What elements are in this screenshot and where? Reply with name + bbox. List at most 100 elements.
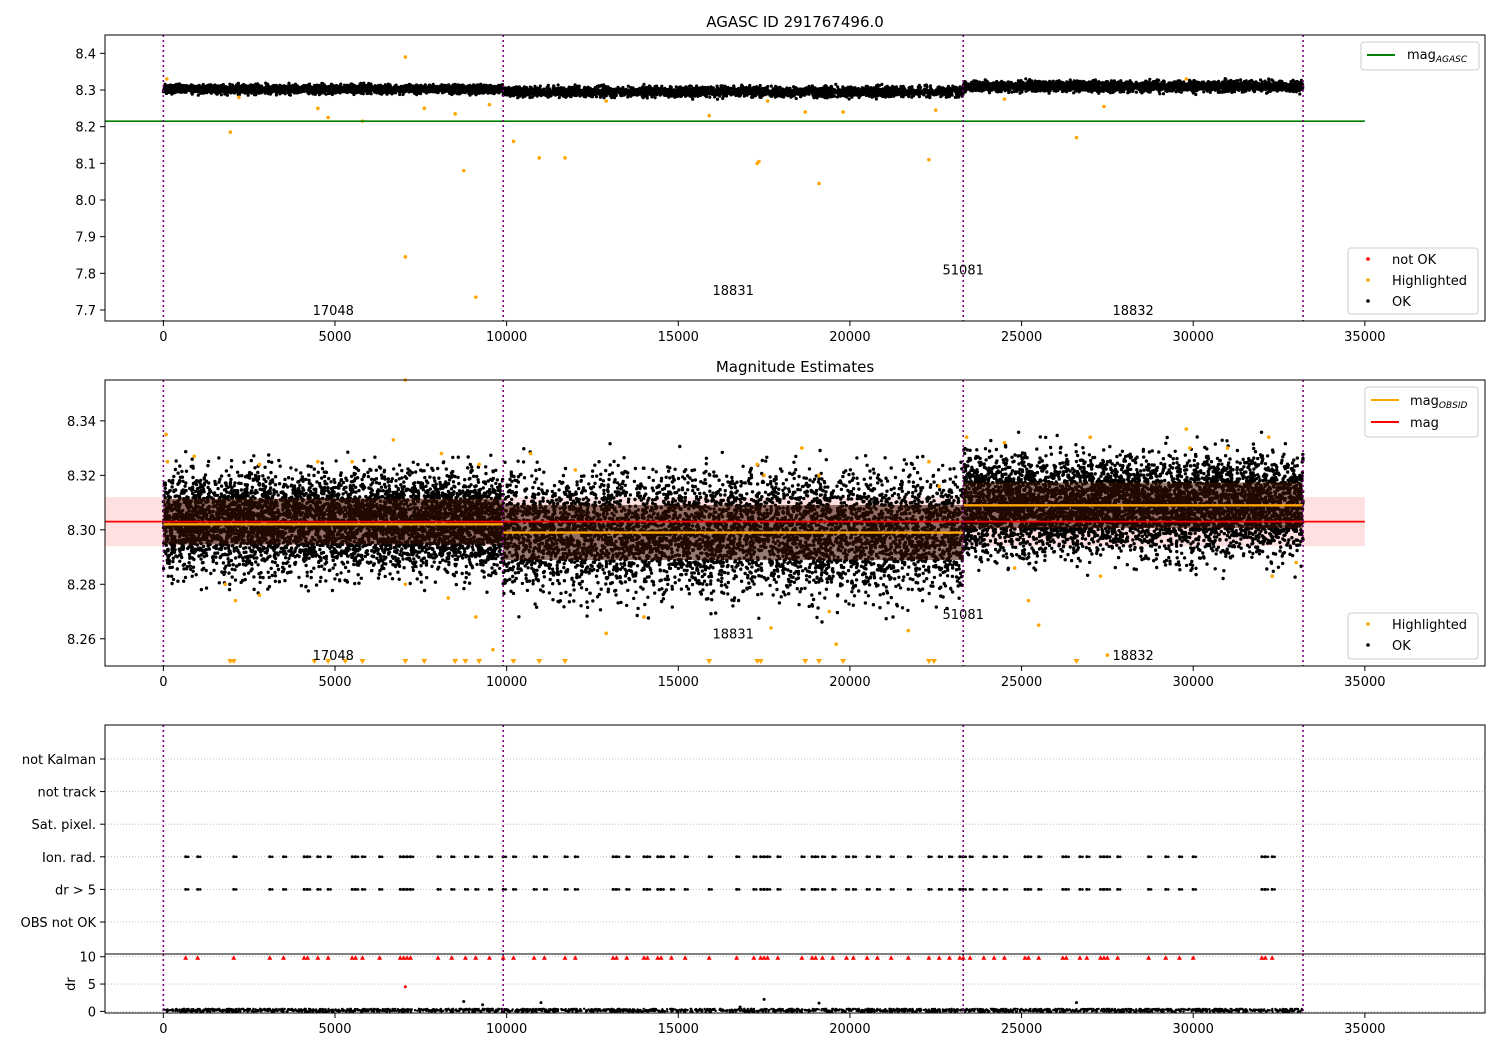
flag-point [398, 887, 402, 891]
flag-point [930, 855, 933, 859]
below-range-marker [757, 659, 764, 664]
flag-category-label: Sat. pixel. [32, 818, 96, 833]
flag-point [474, 855, 478, 859]
x-tick-label: 20000 [829, 675, 870, 690]
flag-point [532, 855, 536, 859]
dr-not-ok-marker [183, 955, 189, 960]
flag-point [1177, 887, 1181, 891]
dr-not-ok-marker [541, 955, 547, 960]
flag-point [768, 888, 772, 891]
flag-point [196, 855, 200, 859]
highlighted-point [316, 106, 320, 111]
flag-point [617, 855, 621, 859]
ok-points [501, 442, 965, 624]
flag-point [504, 888, 508, 891]
dr-not-ok-marker [991, 955, 997, 960]
flag-point [662, 855, 665, 859]
below-range-marker [462, 659, 469, 664]
y-tick-label: 8.2 [75, 121, 96, 136]
flag-point [282, 855, 286, 859]
flag-point [982, 887, 986, 891]
flag-point [823, 855, 827, 859]
obsid-label: 17048 [313, 649, 354, 664]
flag-point [319, 855, 322, 859]
flag-point [1005, 888, 1009, 891]
flag-point [779, 855, 782, 859]
flag-point [514, 855, 518, 859]
flag-point [645, 855, 649, 859]
flag-point [964, 888, 968, 891]
flag-point [762, 887, 766, 891]
flag-point [1064, 855, 1068, 859]
flag-point [363, 888, 367, 891]
flag-point [645, 887, 649, 891]
obsid-label: 18832 [1112, 304, 1153, 319]
flag-point [810, 887, 814, 891]
below-range-marker [816, 659, 823, 664]
flag-point [452, 855, 456, 859]
flag-point [906, 887, 910, 891]
highlighted-point [1225, 446, 1230, 450]
highlighted-point [1074, 135, 1079, 140]
flag-point [909, 855, 913, 859]
flag-point [833, 888, 837, 891]
flag-point [232, 855, 236, 859]
below-range-marker [536, 659, 543, 664]
flag-point [1108, 888, 1112, 891]
flag-point [1002, 855, 1006, 859]
dr-not-ok-marker [843, 955, 849, 960]
highlighted-point [757, 159, 761, 164]
flag-point [892, 888, 895, 891]
flag-point [847, 855, 851, 859]
flag-point [1270, 855, 1274, 859]
flag-point [1039, 855, 1043, 859]
flag-point [995, 888, 998, 891]
flag-category-label: OBS not OK [21, 916, 97, 931]
dr-not-ok-marker [359, 955, 365, 960]
flag-point [198, 888, 202, 891]
below-range-marker [325, 659, 332, 664]
flag-point [710, 855, 713, 859]
flag-point [1266, 888, 1270, 891]
flag-point [686, 855, 689, 859]
flag-point [803, 888, 806, 891]
flag-point [820, 855, 824, 859]
flag-point [737, 855, 741, 859]
flag-point [1029, 888, 1033, 891]
flag-point [937, 855, 941, 859]
flag-point [282, 887, 286, 891]
flag-point [985, 888, 988, 891]
highlighted-point [817, 181, 821, 186]
flag-point [611, 855, 615, 859]
highlighted-point [165, 459, 170, 464]
dr-not-ok-point [403, 985, 407, 989]
flag-point [1037, 887, 1041, 891]
highlighted-point [1012, 566, 1017, 570]
flag-point [302, 887, 306, 891]
x-tick-label: 35000 [1344, 1022, 1385, 1037]
dr-not-ok-marker [301, 955, 307, 960]
flag-point [1064, 887, 1068, 891]
flag-point [1067, 888, 1070, 891]
flag-point [319, 888, 322, 891]
dr-not-ok-marker [1262, 955, 1268, 960]
dr-not-ok-marker [1101, 955, 1107, 960]
flag-point [611, 887, 615, 891]
highlighted-point [446, 596, 451, 600]
highlighted-point [453, 112, 457, 116]
flag-point [927, 887, 931, 891]
x-tick-label: 15000 [658, 1022, 699, 1037]
top-plot-frame [104, 34, 1486, 322]
highlighted-point [439, 451, 444, 456]
flag-point [776, 855, 780, 859]
flag-point [947, 855, 951, 859]
dr-ok-point [738, 1005, 742, 1009]
y-tick-label: 8.26 [67, 633, 96, 648]
dr-not-ok-marker [1269, 955, 1275, 960]
flag-point [865, 887, 869, 891]
dr-ok-point [1074, 1001, 1078, 1005]
flag-point [950, 855, 954, 859]
highlighted-point [573, 468, 578, 472]
flag-point [669, 855, 673, 859]
flag-point [512, 887, 516, 891]
